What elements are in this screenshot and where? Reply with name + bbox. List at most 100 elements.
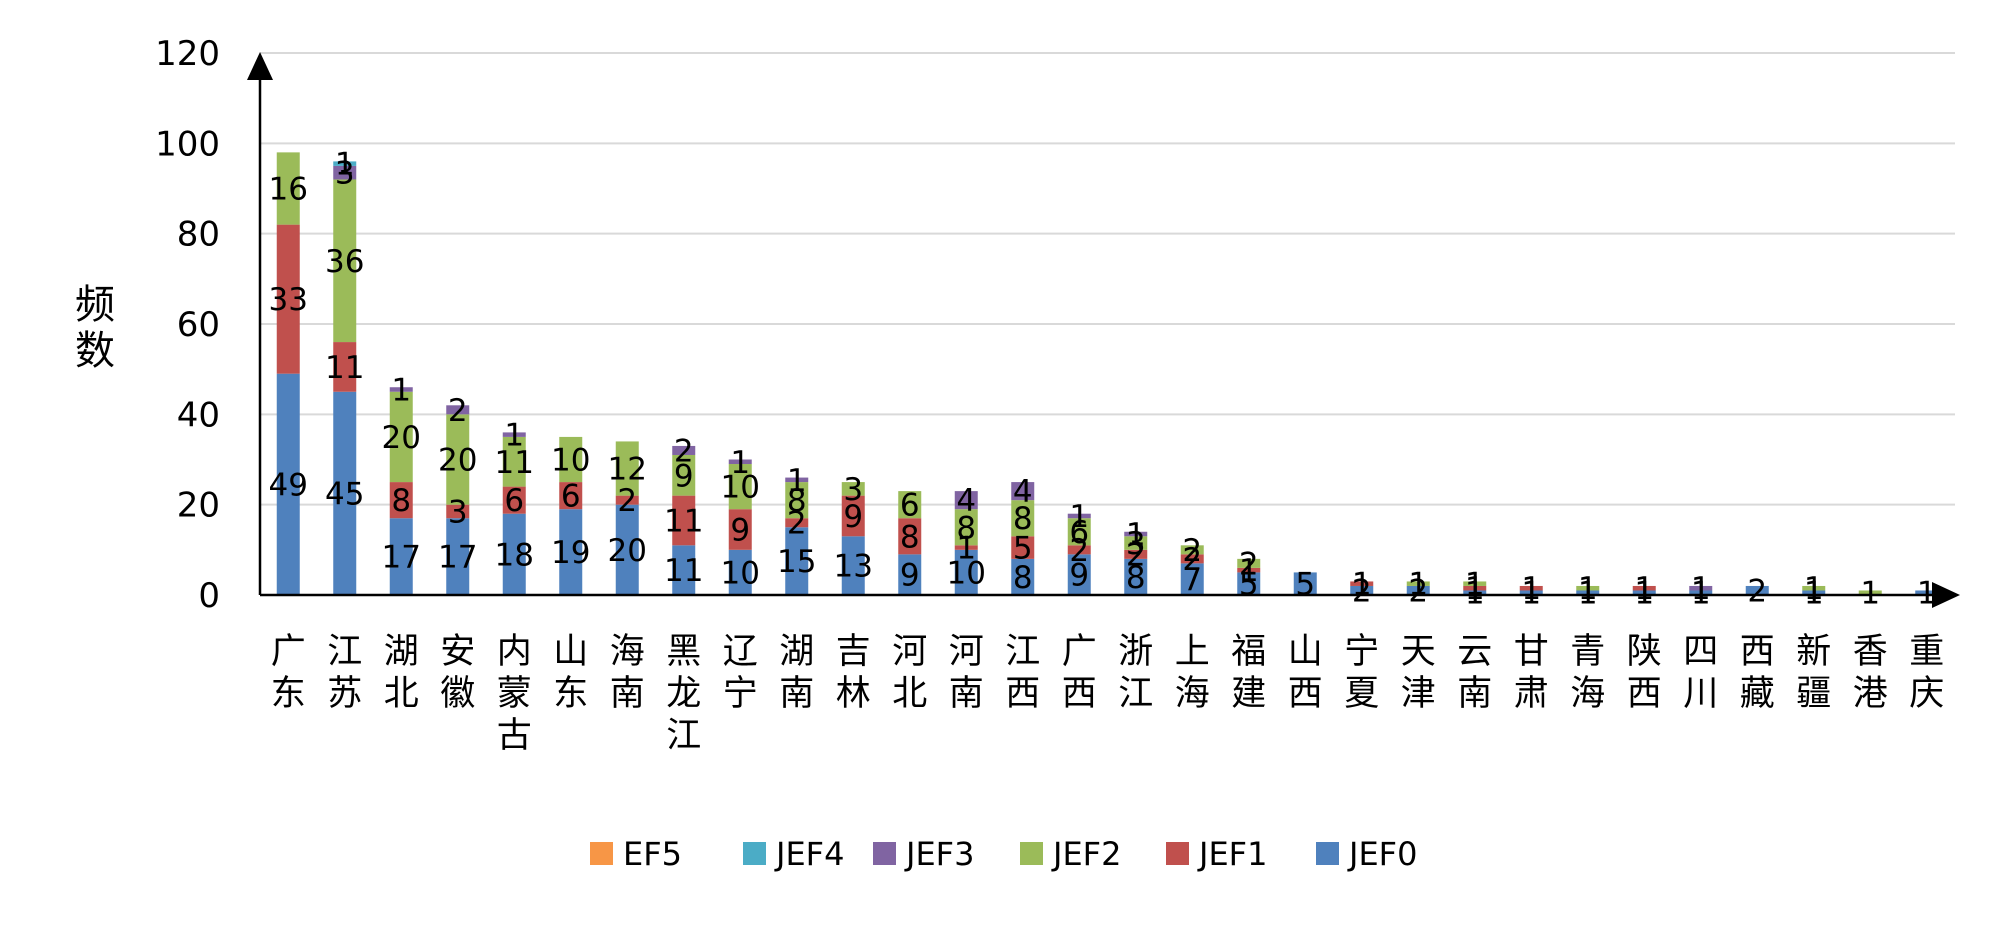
legend-item-jef2: JEF2: [1020, 835, 1121, 873]
data-label: 2: [1182, 542, 1202, 578]
bar-segment-jef2: [1011, 500, 1035, 537]
bar-segment-jef1: [1632, 585, 1656, 591]
bar-segment-jef2: [559, 436, 583, 483]
data-label: 2: [1126, 537, 1146, 573]
x-axis-arrow: [1932, 582, 1960, 608]
bar-segment-jef3: [785, 477, 809, 483]
x-tick-label: 广东: [271, 632, 306, 714]
data-label: 1: [1691, 571, 1711, 607]
bar-segment-jef3: [954, 491, 978, 510]
data-label: 17: [438, 540, 477, 576]
bar-segment-jef0: [1915, 590, 1939, 595]
bar-segment-jef0: [1293, 572, 1317, 595]
bar-segment-jef2: [841, 482, 865, 496]
bar-segment-jef0: [1519, 590, 1543, 595]
x-tick-label: 广西: [1062, 632, 1097, 714]
bar-segment-jef1: [615, 495, 639, 505]
bar-segment-jef2: [1576, 585, 1600, 591]
bar-segment-jef3: [1124, 531, 1148, 537]
legend-swatch: [743, 842, 766, 865]
data-label: 8: [787, 483, 807, 519]
bar-segment-jef2: [1406, 581, 1430, 586]
x-tick-label: 四川: [1683, 632, 1718, 714]
data-label: 8: [1013, 501, 1033, 537]
legend-label: JEF0: [1347, 835, 1417, 873]
bar-segment-jef1: [1519, 585, 1543, 591]
bar-segment-jef1: [333, 342, 357, 392]
data-label: 2: [674, 433, 694, 469]
bar-segment-jef0: [276, 373, 300, 595]
data-label: 6: [1069, 515, 1089, 551]
data-label: 20: [608, 533, 647, 569]
x-tick-label: 山东: [553, 632, 588, 714]
bar-segment-jef1: [559, 482, 583, 510]
bar-segment-jef2: [1237, 558, 1261, 568]
x-tick-label: 河南: [949, 632, 984, 714]
data-label: 1: [1578, 576, 1598, 612]
bar-segment-jef0: [1011, 558, 1035, 595]
data-label: 8: [900, 519, 920, 555]
data-label: 10: [551, 443, 590, 479]
bar-segment-jef2: [446, 414, 470, 505]
bar-segment-jef1: [1237, 567, 1261, 573]
legend-label: EF5: [623, 835, 682, 873]
data-label: 4: [956, 483, 976, 519]
data-label: 20: [382, 420, 421, 456]
x-tick-label: 重庆: [1909, 632, 1944, 714]
data-label: 1: [1634, 571, 1654, 607]
data-label: 1: [1691, 576, 1711, 612]
bar-segment-jef2: [1858, 590, 1882, 595]
data-label: 33: [269, 282, 308, 318]
data-label: 8: [1013, 560, 1033, 596]
bar-segment-jef3: [1011, 482, 1035, 501]
x-tick-label: 海南: [610, 632, 645, 714]
x-tick-label: 香港: [1853, 632, 1888, 714]
bar-segment-jef2: [1180, 545, 1204, 555]
data-label: 1: [730, 445, 750, 481]
bar-segment-jef1: [1011, 536, 1035, 559]
legend-item-jef0: JEF0: [1316, 835, 1417, 873]
bar-segment-jef2: [1067, 518, 1091, 546]
bar-segment-jef2: [1463, 581, 1487, 586]
bar-segment-jef1: [785, 518, 809, 528]
x-tick-label: 陕西: [1627, 632, 1662, 714]
bar-segment-jef1: [1180, 554, 1204, 564]
data-label: 8: [1126, 560, 1146, 596]
data-label: 6: [561, 479, 581, 515]
bar-segment-jef1: [954, 545, 978, 550]
bar-segment-jef1: [502, 486, 526, 514]
data-label: 11: [495, 445, 534, 481]
data-label: 8: [391, 483, 411, 519]
bar-segment-jef0: [1463, 590, 1487, 595]
x-tick-label: 吉林: [836, 632, 871, 714]
bar-segment-jef1: [898, 518, 922, 555]
bar-segment-jef3: [728, 459, 752, 465]
x-tick-label: 云南: [1457, 632, 1492, 714]
y-tick-label: 0: [198, 576, 220, 616]
bar-segment-jef2: [389, 391, 413, 483]
legend-item-jef3: JEF3: [873, 835, 974, 873]
bar-segment-jef1: [841, 495, 865, 537]
data-label: 3: [1126, 526, 1146, 562]
data-label: 11: [664, 503, 703, 539]
x-tick-label: 宁夏: [1344, 632, 1379, 714]
data-label: 1: [1408, 567, 1428, 603]
bar-segment-jef3: [1067, 513, 1091, 519]
data-label: 11: [325, 350, 364, 386]
data-label: 10: [721, 470, 760, 506]
bar-segment-jef1: [1463, 585, 1487, 591]
data-label: 2: [448, 393, 468, 429]
data-label: 1: [1069, 499, 1089, 535]
bar-segment-jef0: [1632, 590, 1656, 595]
data-label: 9: [674, 458, 694, 494]
data-label: 5: [1239, 567, 1259, 603]
bar-segment-jef0: [446, 518, 470, 595]
data-label: 1: [1917, 576, 1937, 612]
y-tick-label: 80: [177, 215, 220, 255]
bar-segment-jef2: [276, 152, 300, 225]
bar-segment-jef4: [333, 161, 357, 166]
data-labels: 4933164511363117820117320218611119610202…: [269, 147, 1937, 612]
bar-segment-jef0: [1350, 585, 1374, 595]
bar-segment-jef0: [559, 509, 583, 595]
